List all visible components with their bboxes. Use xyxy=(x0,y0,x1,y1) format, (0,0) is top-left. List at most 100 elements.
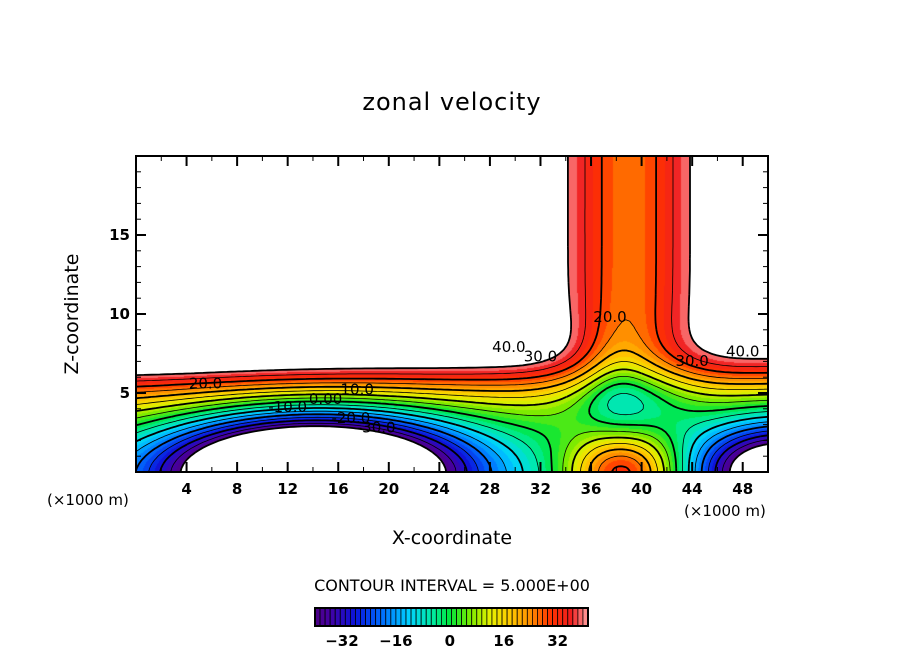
colorbar-swatch xyxy=(562,607,569,627)
contour-label: -30.0 xyxy=(357,419,396,437)
colorbar-swatch xyxy=(506,607,513,627)
y-tick-label: 15 xyxy=(109,226,130,244)
colorbar-swatch xyxy=(349,607,356,627)
colorbar-swatch xyxy=(496,607,503,627)
x-tick-label: 32 xyxy=(530,480,551,498)
colorbar-swatch xyxy=(526,607,533,627)
colorbar-swatch xyxy=(486,607,493,627)
contour-level-0 xyxy=(135,382,769,473)
colorbar-swatch xyxy=(380,607,387,627)
colorbar-swatch xyxy=(542,607,548,627)
colorbar-swatch xyxy=(466,607,473,627)
x-tick-label: 36 xyxy=(580,480,602,498)
colorbar-swatch xyxy=(334,607,341,627)
colorbar-swatch xyxy=(400,607,407,627)
colorbar-swatch xyxy=(430,607,437,627)
colorbar-swatch xyxy=(531,607,538,627)
colorbar-swatch xyxy=(471,607,478,627)
colorbar-swatch xyxy=(461,607,468,627)
colorbar-swatch xyxy=(319,607,326,627)
x-tick-label: 40 xyxy=(631,480,653,498)
contour-lines xyxy=(135,156,769,473)
contour-level-35 xyxy=(135,156,768,382)
colorbar-swatch xyxy=(572,607,579,627)
contour-level--30 xyxy=(159,419,769,473)
colorbar-swatch xyxy=(557,607,564,627)
contour-label: 30.0 xyxy=(524,347,557,365)
contour-level-15 xyxy=(135,361,769,473)
x-axis-label: X-coordinate xyxy=(391,527,513,549)
contour-labels: 20.0 10.00.00-10.0-20.0-30.040.030.020.03… xyxy=(189,308,760,437)
colorbar-swatch xyxy=(360,607,366,627)
colorbar-swatch xyxy=(415,607,422,627)
contour-label: 10.0 xyxy=(340,381,373,399)
contour-level--15 xyxy=(135,410,769,473)
colorbar-swatch xyxy=(425,607,432,627)
colorbar-frame xyxy=(314,607,589,627)
colorbar-swatch xyxy=(476,607,483,627)
colorbar-swatch xyxy=(420,607,427,627)
y-tick-label: 10 xyxy=(109,305,130,323)
colorbar-swatch xyxy=(552,607,559,627)
colorbar-swatch xyxy=(395,607,402,627)
x-unit-label-right: (×1000 m) xyxy=(684,502,766,520)
contour-level--35 xyxy=(170,422,769,473)
x-tick-label: 44 xyxy=(681,480,703,498)
colorbar-swatch xyxy=(339,607,346,627)
contour-level-40 xyxy=(135,156,768,376)
contour-label: 20.0 xyxy=(189,374,222,392)
contour-interval-label: CONTOUR INTERVAL = 5.000E+00 xyxy=(314,576,590,595)
y-tick-label: 5 xyxy=(119,384,130,402)
colorbar xyxy=(314,607,589,627)
x-tick-label: 4 xyxy=(181,480,192,498)
colorbar-tick-label: −16 xyxy=(379,632,413,650)
contour-level--10 xyxy=(135,407,769,473)
colorbar-swatch xyxy=(435,607,442,627)
contour-level-30 xyxy=(135,156,769,473)
colorbar-swatch xyxy=(410,607,417,627)
colorbar-swatch xyxy=(440,607,447,627)
colorbar-swatch xyxy=(577,607,584,627)
x-tick-label: 24 xyxy=(428,480,450,498)
contour-level-10 xyxy=(135,368,769,473)
colorbar-swatch xyxy=(370,607,377,627)
colorbar-swatch xyxy=(324,607,331,627)
axis-ticks xyxy=(136,156,768,472)
colorbar-swatch xyxy=(481,607,488,627)
contour-label: -20.0 xyxy=(331,409,370,427)
colorbar-swatch xyxy=(405,607,412,627)
x-tick-label: 28 xyxy=(479,480,501,498)
contour-level--40 xyxy=(179,425,769,473)
colorbar-swatch xyxy=(511,607,518,627)
x-tick-label: 16 xyxy=(327,480,349,498)
colorbar-swatch xyxy=(365,607,372,627)
colorbar-swatch xyxy=(456,607,463,627)
colorbar-swatch xyxy=(451,607,457,627)
x-unit-label-left: (×1000 m) xyxy=(47,491,129,509)
x-tick-label: 12 xyxy=(277,480,299,498)
x-tick-label: 8 xyxy=(231,480,243,498)
x-tick-label: 20 xyxy=(378,480,400,498)
colorbar-tick-label: −32 xyxy=(325,632,359,650)
contour-level--5 xyxy=(135,393,769,473)
colorbar-swatch xyxy=(501,607,508,627)
colorbar-tick-label: 32 xyxy=(547,632,569,650)
contour-label: 30.0 xyxy=(675,352,708,370)
x-tick-label: 48 xyxy=(732,480,754,498)
colorbar-swatch xyxy=(355,607,361,627)
contour-label: 40.0 xyxy=(726,343,759,361)
colorbar-tick-label: 0 xyxy=(444,632,456,650)
colorbar-swatch xyxy=(344,607,351,627)
colorbar-swatch xyxy=(375,607,382,627)
colorbar-swatch xyxy=(446,607,452,627)
colorbar-swatch xyxy=(537,607,543,627)
contour-label: 0.00 xyxy=(309,390,342,408)
colorbar-swatch xyxy=(329,607,336,627)
y-axis-label: Z-coordinate xyxy=(61,253,83,375)
colorbar-swatch xyxy=(491,607,498,627)
contour-level--25 xyxy=(148,416,769,473)
colorbar-swatch xyxy=(390,607,397,627)
contour-level-5 xyxy=(135,376,769,473)
contour-label: 40.0 xyxy=(492,338,525,356)
